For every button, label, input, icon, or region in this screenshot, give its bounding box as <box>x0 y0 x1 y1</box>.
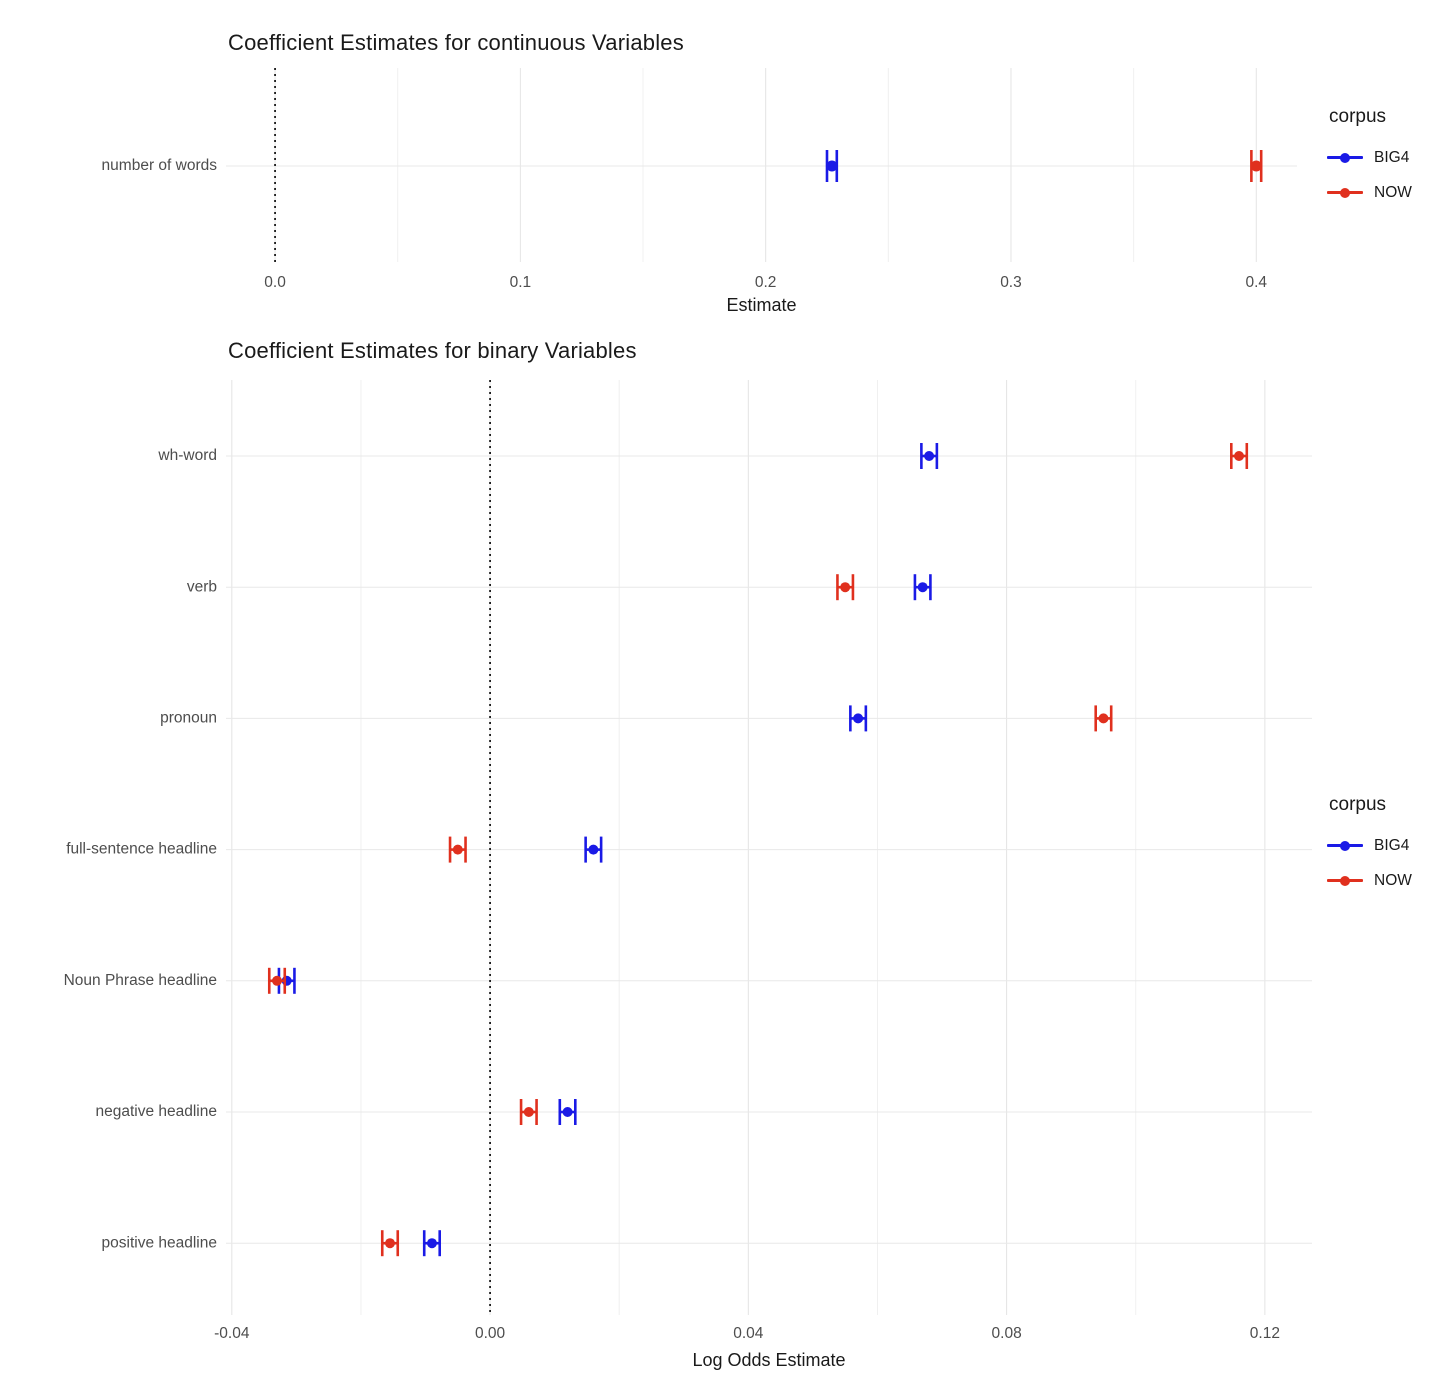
estimate-point-now-full-sentence-headline <box>448 836 467 863</box>
x-tick-label: 0.08 <box>992 1325 1022 1342</box>
y-category-label: verb <box>187 578 217 595</box>
x-tick-label: 0.3 <box>1000 274 1022 291</box>
estimate-dot <box>917 582 928 593</box>
y-category-label: Noun Phrase headline <box>64 972 217 989</box>
estimate-point-big4-positive-headline <box>422 1230 442 1257</box>
estimate-point-now-pronoun <box>1094 705 1113 732</box>
legend-label-now: NOW <box>1374 871 1412 889</box>
estimate-dot <box>1250 160 1262 172</box>
x-tick-label: 0.12 <box>1250 1325 1280 1342</box>
legend-item-big4: BIG4 <box>1327 140 1412 175</box>
legend-binary: corpus BIG4 NOW <box>1327 794 1412 898</box>
x-axis-title: Estimate <box>726 295 796 315</box>
estimate-dot <box>452 844 463 855</box>
estimate-dot <box>272 975 283 986</box>
estimate-point-big4-negative-headline <box>558 1099 577 1125</box>
y-category-label: number of words <box>102 157 218 174</box>
legend-key-line-dot-icon <box>1327 837 1363 855</box>
estimate-point-now-positive-headline <box>380 1230 400 1257</box>
estimate-point-big4-number-of-words <box>825 150 839 182</box>
legend-title: corpus <box>1329 794 1387 815</box>
estimate-point-now-number-of-words <box>1250 150 1263 182</box>
legend-key-line-dot-icon <box>1327 149 1363 167</box>
y-category-label: negative headline <box>95 1103 217 1120</box>
estimate-dot <box>588 844 599 855</box>
estimate-point-big4-full-sentence-headline <box>584 836 603 863</box>
estimate-dot <box>523 1107 534 1117</box>
legend-label-big4: BIG4 <box>1374 836 1410 854</box>
estimate-point-big4-verb <box>913 574 932 601</box>
legend-item-now: NOW <box>1327 863 1412 898</box>
estimate-dot <box>826 160 838 172</box>
legend-label-big4: BIG4 <box>1374 148 1410 166</box>
legend-key-line-dot-icon <box>1327 872 1363 890</box>
estimate-point-big4-pronoun <box>849 705 868 732</box>
y-category-label: full-sentence headline <box>66 841 217 858</box>
x-tick-label: 0.0 <box>264 274 286 291</box>
legend-title: corpus <box>1329 106 1387 127</box>
estimate-dot <box>426 1238 437 1249</box>
estimate-dot <box>1234 451 1245 461</box>
panel-binary-title: Coefficient Estimates for binary Variabl… <box>228 338 637 363</box>
x-tick-label: 0.4 <box>1245 274 1267 291</box>
x-tick-label: 0.04 <box>733 1325 764 1342</box>
estimate-dot <box>562 1107 573 1117</box>
y-category-label: positive headline <box>102 1234 217 1251</box>
estimate-point-now-wh-word <box>1229 443 1249 469</box>
x-tick-label: -0.04 <box>214 1325 250 1342</box>
x-tick-label: 0.1 <box>510 274 532 291</box>
y-category-label: pronoun <box>160 709 217 726</box>
legend-key-line-dot-icon <box>1327 184 1363 202</box>
estimate-dot <box>853 713 864 724</box>
legend-item-big4: BIG4 <box>1327 828 1412 863</box>
x-tick-label: 0.00 <box>475 1325 506 1342</box>
estimate-point-now-verb <box>836 574 855 601</box>
y-category-label: wh-word <box>157 447 217 464</box>
estimate-point-big4-wh-word <box>920 443 939 469</box>
estimate-dot <box>384 1238 395 1249</box>
legend-item-now: NOW <box>1327 175 1412 210</box>
legend-label-now: NOW <box>1374 183 1412 201</box>
estimate-dot <box>1098 713 1109 724</box>
estimate-point-now-noun-phrase-headline <box>267 967 287 994</box>
estimate-dot <box>924 451 935 461</box>
legend-continuous: corpus BIG4 NOW <box>1327 106 1412 210</box>
x-axis-title: Log Odds Estimate <box>692 1350 845 1370</box>
estimate-dot <box>840 582 851 593</box>
panel-continuous-title: Coefficient Estimates for continuous Var… <box>228 30 684 55</box>
estimate-point-now-negative-headline <box>519 1099 538 1125</box>
x-tick-label: 0.2 <box>755 274 777 291</box>
